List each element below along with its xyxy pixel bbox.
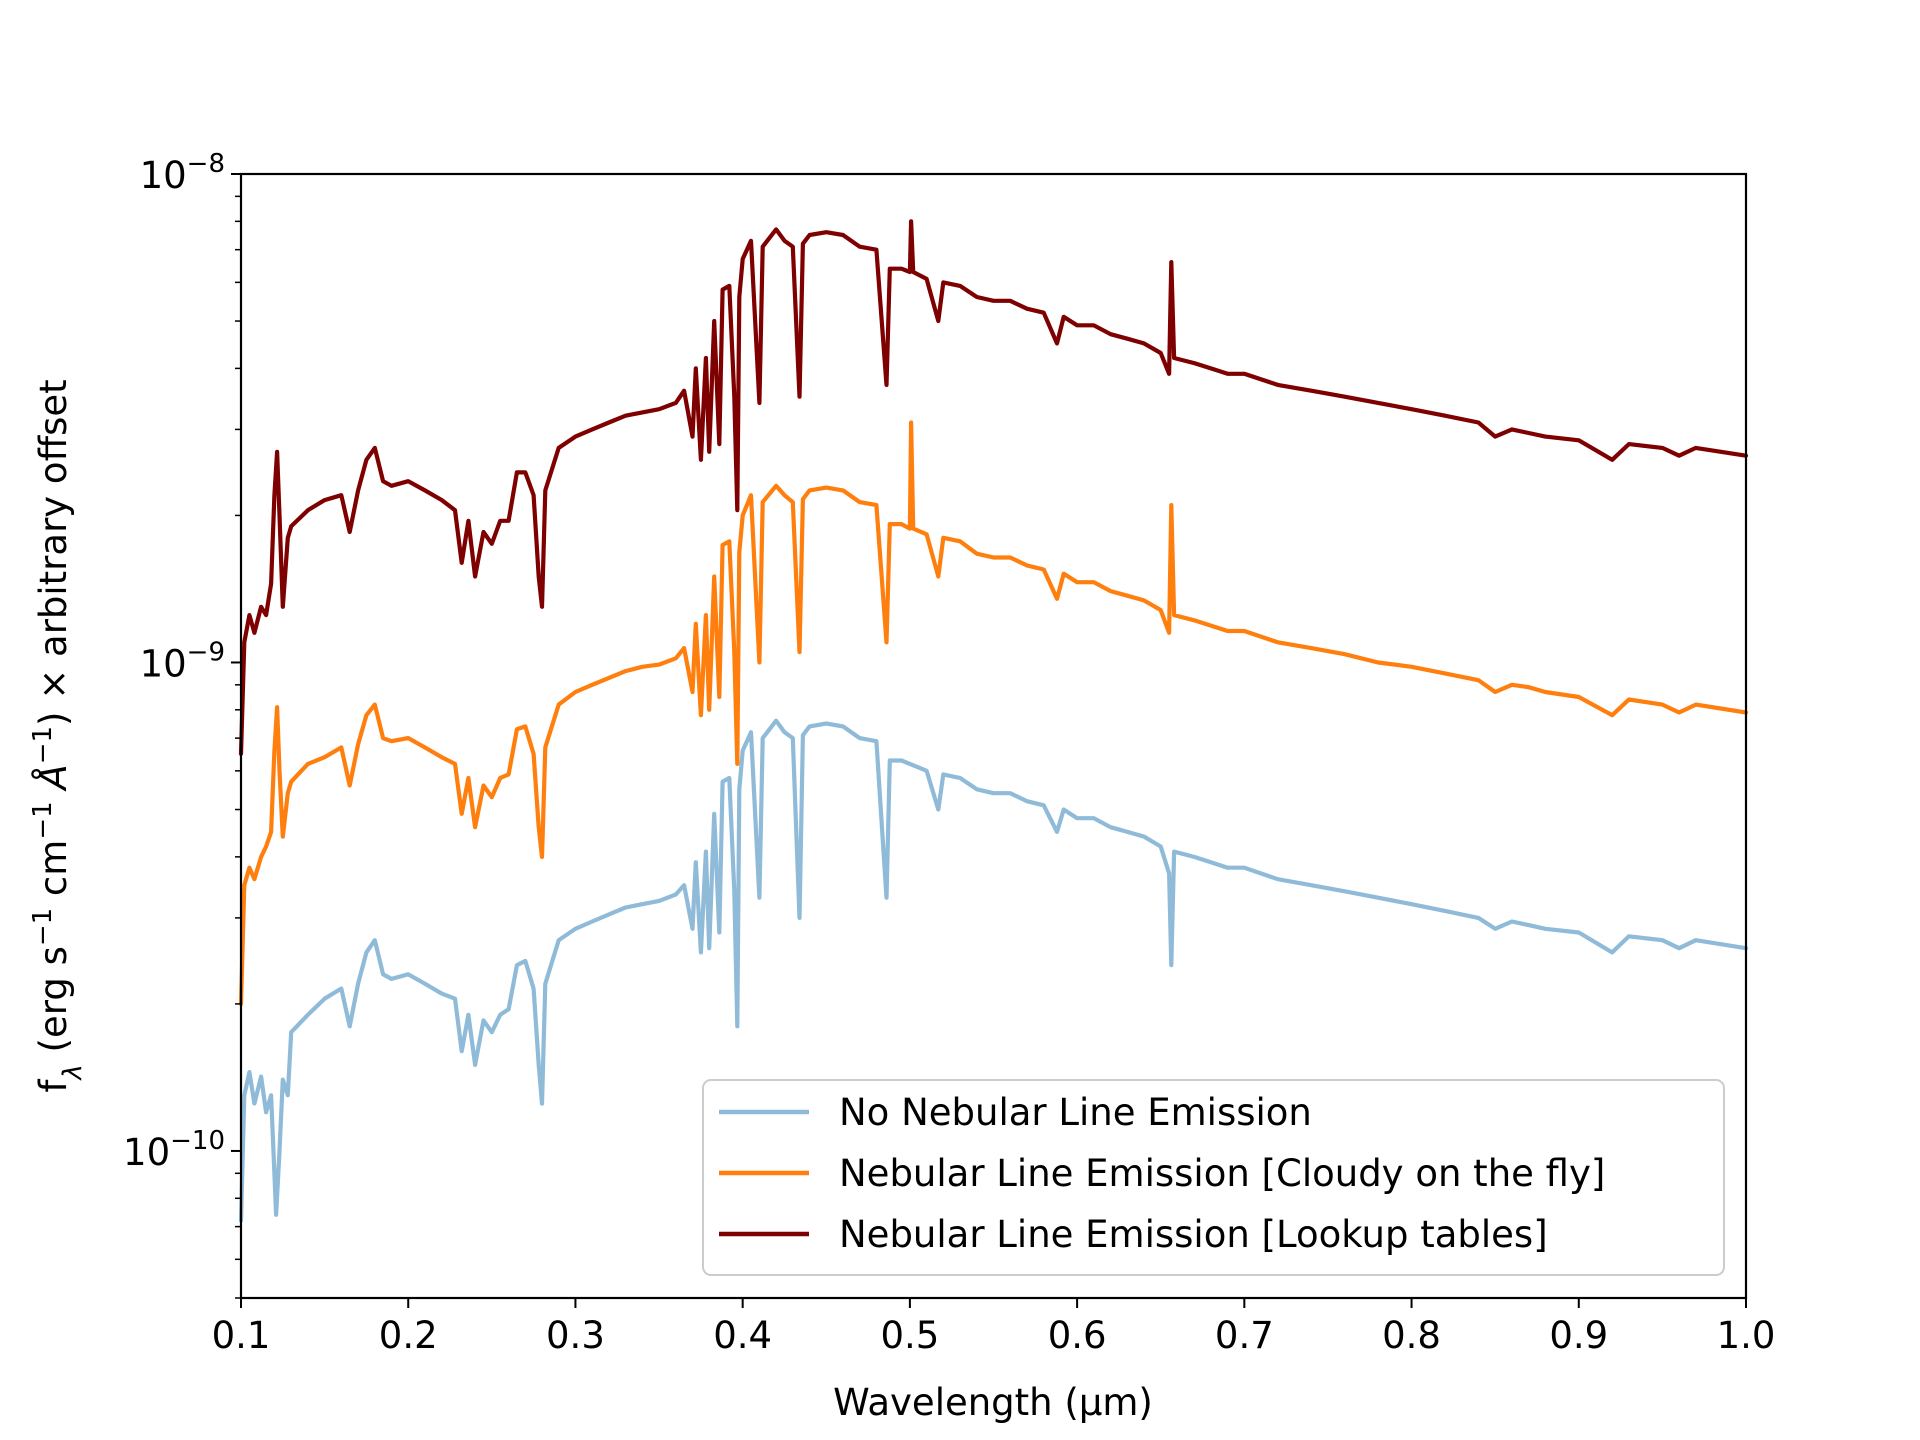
legend-label-cloudy: Nebular Line Emission [Cloudy on the fly… xyxy=(839,1152,1605,1195)
x-tick-label: 0.8 xyxy=(1382,1314,1441,1357)
legend-box xyxy=(702,1079,1725,1276)
y-tick-label: 10−8 xyxy=(140,149,225,197)
x-tick-label: 0.1 xyxy=(212,1314,271,1357)
x-tick-label: 0.3 xyxy=(546,1314,605,1357)
x-axis-label: Wavelength (μm) xyxy=(833,1381,1153,1424)
x-tick-label: 1.0 xyxy=(1717,1314,1776,1357)
x-tick-label: 0.4 xyxy=(713,1314,772,1357)
y-tick-label: 10−9 xyxy=(140,637,225,685)
x-tick-label: 0.9 xyxy=(1549,1314,1608,1357)
y-tick-label: 10−10 xyxy=(123,1126,225,1174)
x-tick-label: 0.6 xyxy=(1048,1314,1107,1357)
x-tick-label: 0.7 xyxy=(1215,1314,1274,1357)
series-line-2 xyxy=(238,219,1749,756)
plot-frame xyxy=(239,172,1748,1300)
legend-label-lookup: Nebular Line Emission [Lookup tables] xyxy=(839,1213,1548,1256)
legend-label-no-nebular: No Nebular Line Emission xyxy=(839,1091,1312,1134)
x-tick-label: 0.5 xyxy=(880,1314,939,1357)
x-axis-ticks: 0.1 0.2 0.3 0.4 0.5 0.6 0.7 0.8 0.9 1.0 xyxy=(212,1298,1776,1357)
legend: No Nebular Line Emission Nebular Line Em… xyxy=(702,1079,1725,1276)
y-axis-ticks: 10−10 10−9 10−8 xyxy=(123,149,241,1299)
series-line-0 xyxy=(238,718,1749,1223)
series-layer xyxy=(238,219,1749,1223)
series-line-1 xyxy=(238,420,1749,1006)
x-tick-label: 0.2 xyxy=(379,1314,438,1357)
